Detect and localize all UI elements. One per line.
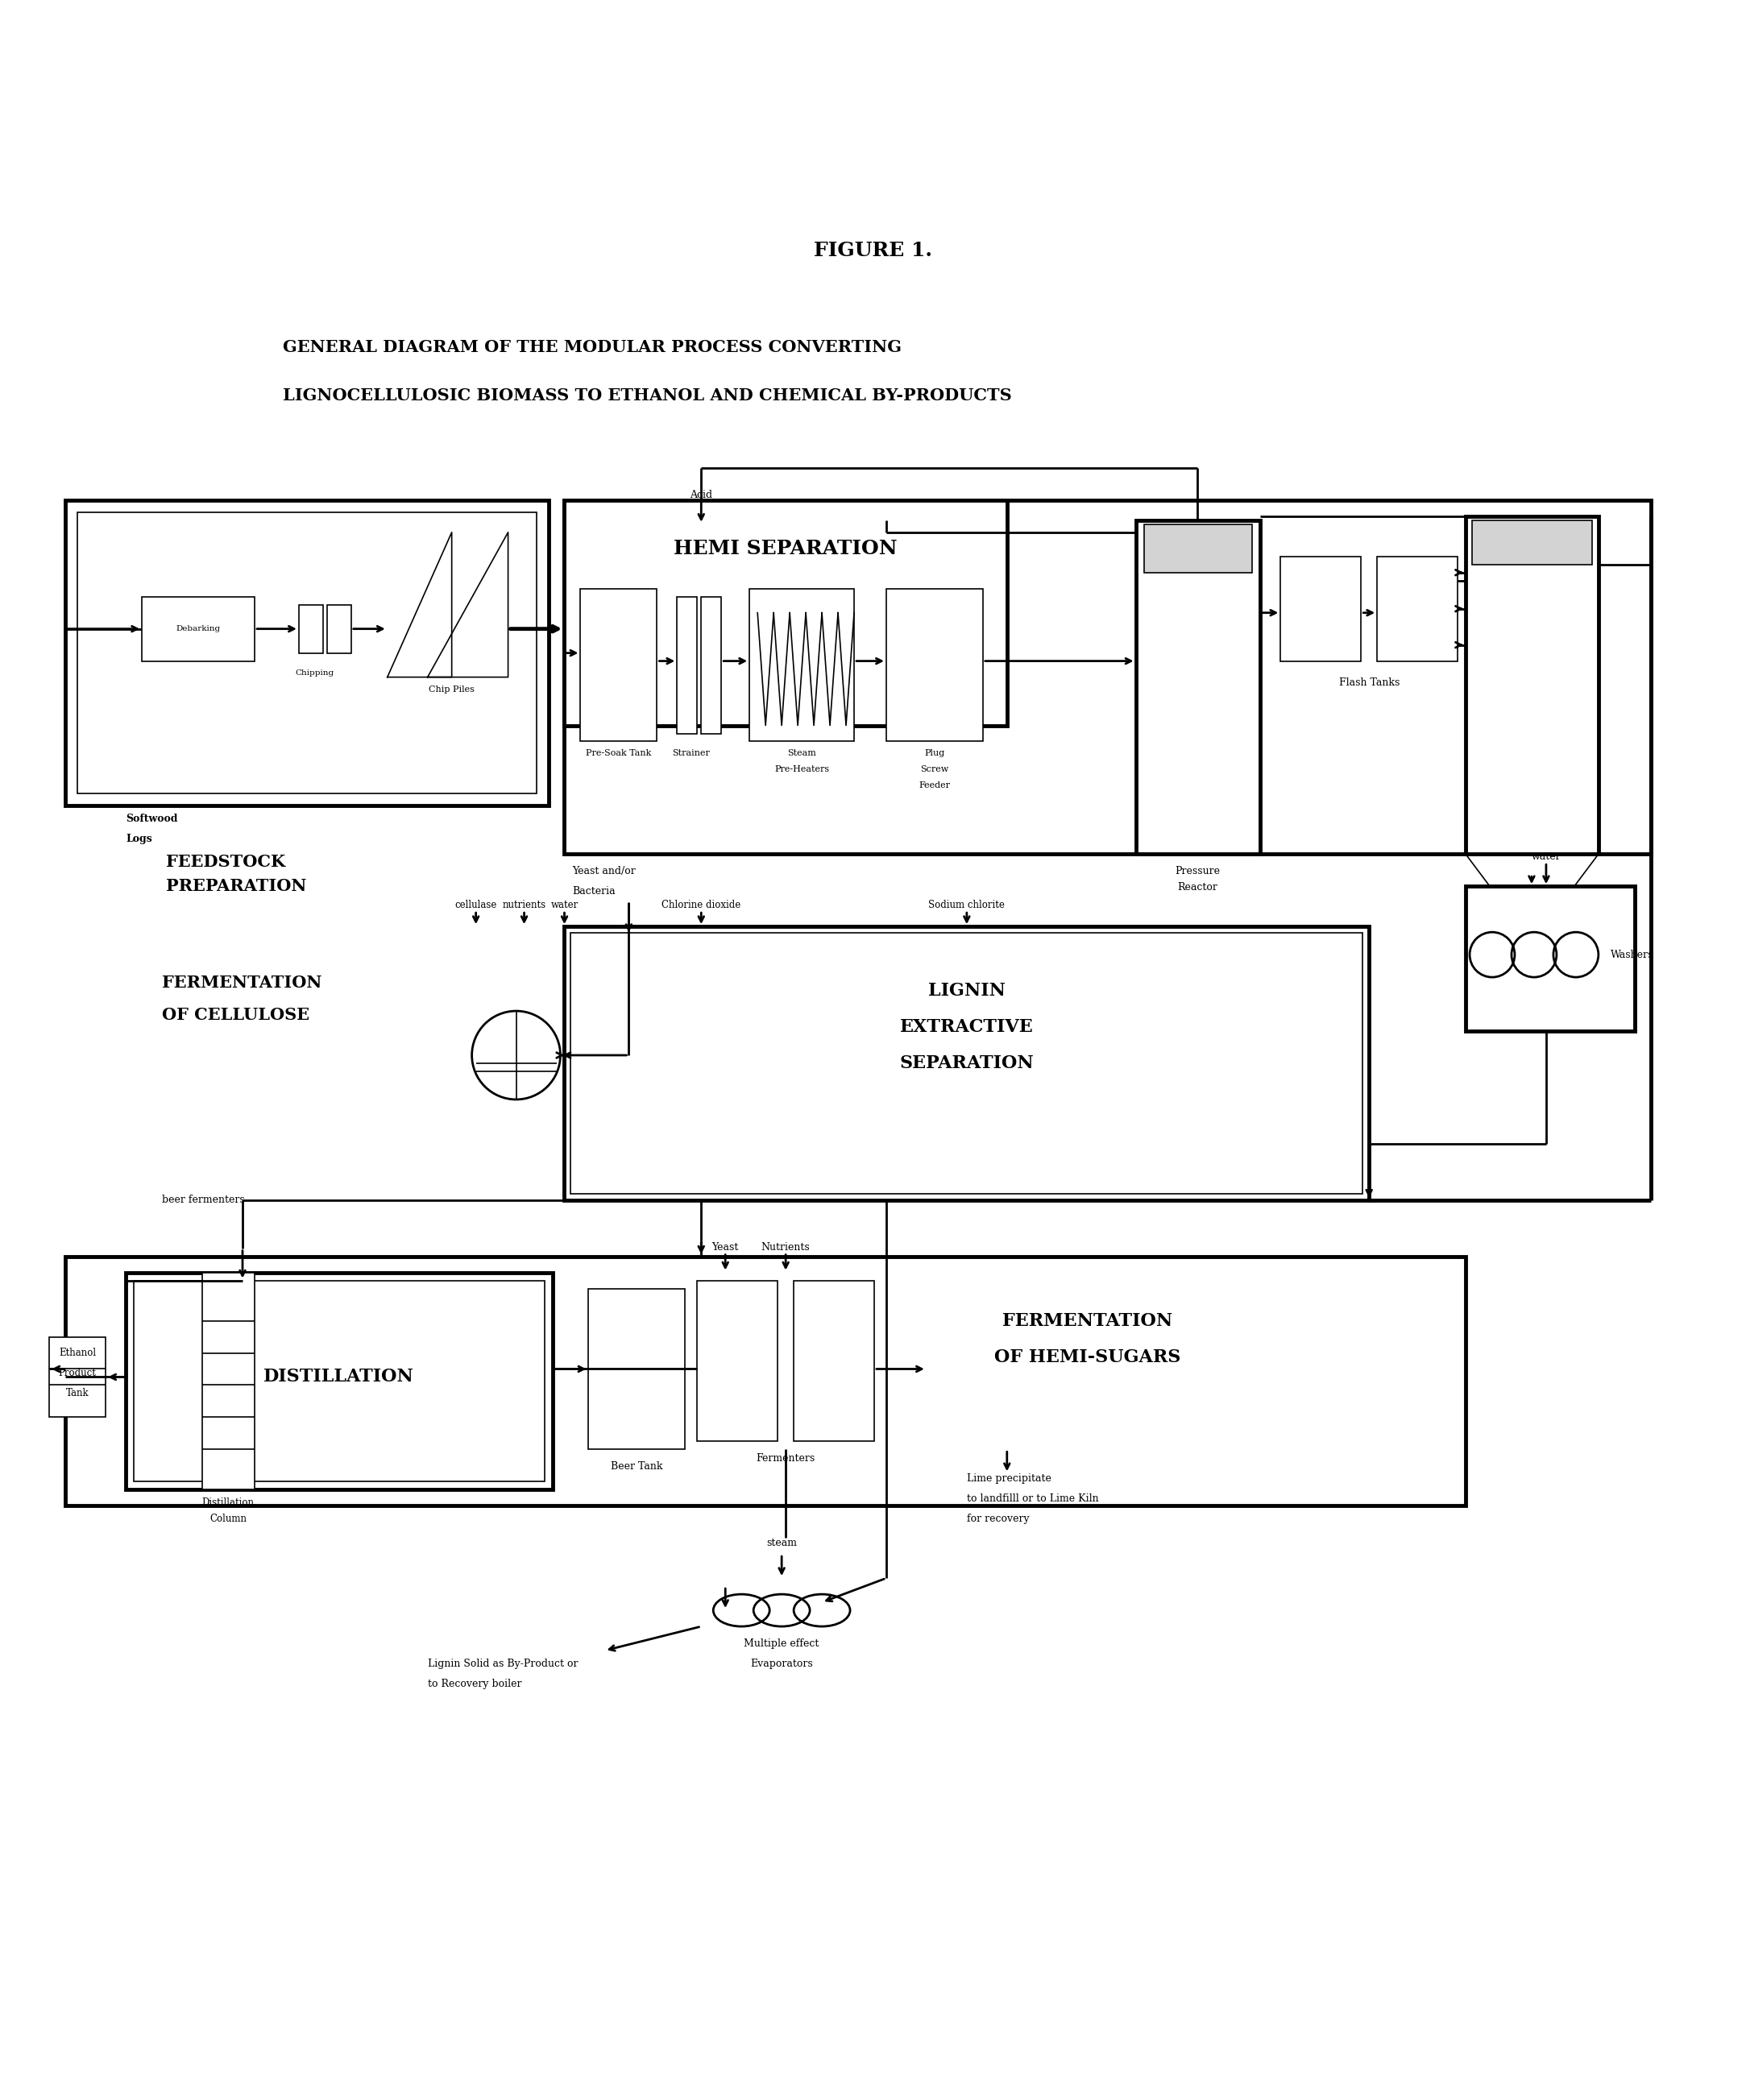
Bar xyxy=(677,596,697,733)
Bar xyxy=(887,588,983,741)
Text: Flash Tanks: Flash Tanks xyxy=(1339,676,1400,687)
Bar xyxy=(1465,517,1598,855)
Text: HEMI SEPARATION: HEMI SEPARATION xyxy=(674,540,897,559)
Bar xyxy=(203,1273,255,1489)
Bar xyxy=(126,1273,552,1489)
Bar xyxy=(1472,521,1592,565)
Text: water: water xyxy=(1531,853,1561,863)
Text: Tank: Tank xyxy=(66,1388,89,1399)
Text: Softwood: Softwood xyxy=(126,815,178,825)
Text: Logs: Logs xyxy=(126,834,152,844)
Bar xyxy=(702,596,721,733)
Text: Multiple effect: Multiple effect xyxy=(744,1638,819,1648)
Bar xyxy=(49,1338,107,1418)
Text: Column: Column xyxy=(210,1514,246,1525)
Text: water: water xyxy=(550,901,578,911)
Text: Fermenters: Fermenters xyxy=(756,1453,815,1464)
Text: Steam: Steam xyxy=(787,750,815,758)
Text: Evaporators: Evaporators xyxy=(751,1659,814,1670)
Text: Yeast and/or: Yeast and/or xyxy=(573,865,636,876)
Text: Acid: Acid xyxy=(690,489,712,500)
Text: FIGURE 1.: FIGURE 1. xyxy=(814,242,932,260)
Text: Distillation: Distillation xyxy=(203,1497,255,1508)
Text: FERMENTATION: FERMENTATION xyxy=(162,974,321,991)
Bar xyxy=(66,500,548,806)
Text: Beer Tank: Beer Tank xyxy=(611,1462,663,1472)
Text: beer fermenters: beer fermenters xyxy=(162,1195,244,1205)
Text: OF HEMI-SUGARS: OF HEMI-SUGARS xyxy=(993,1348,1180,1365)
Text: Chlorine dioxide: Chlorine dioxide xyxy=(662,901,740,911)
Polygon shape xyxy=(1465,855,1598,886)
Text: Pre-Heaters: Pre-Heaters xyxy=(773,766,829,773)
Text: for recovery: for recovery xyxy=(967,1514,1030,1525)
Text: FEEDSTOCK: FEEDSTOCK xyxy=(166,855,285,869)
Text: Reactor: Reactor xyxy=(1177,882,1217,893)
Text: Screw: Screw xyxy=(920,766,948,773)
Text: LIGNOCELLULOSIC BIOMASS TO ETHANOL AND CHEMICAL BY-PRODUCTS: LIGNOCELLULOSIC BIOMASS TO ETHANOL AND C… xyxy=(283,388,1011,403)
Text: LIGNIN: LIGNIN xyxy=(929,983,1006,1000)
Text: Feeder: Feeder xyxy=(918,781,950,790)
Text: Yeast: Yeast xyxy=(712,1241,739,1252)
Bar xyxy=(141,596,255,662)
Text: PREPARATION: PREPARATION xyxy=(166,878,307,895)
Bar xyxy=(1280,556,1362,661)
Text: Ethanol: Ethanol xyxy=(59,1348,96,1359)
Bar xyxy=(1135,521,1261,855)
Text: Bacteria: Bacteria xyxy=(573,886,616,897)
Polygon shape xyxy=(388,531,452,676)
Text: Chipping: Chipping xyxy=(295,670,333,676)
Bar xyxy=(1144,525,1252,573)
Text: cellulase: cellulase xyxy=(454,901,498,911)
Bar xyxy=(564,926,1369,1199)
Bar xyxy=(564,500,1007,724)
Bar xyxy=(66,1256,1465,1506)
Bar xyxy=(77,512,536,794)
Bar xyxy=(1465,886,1634,1031)
Polygon shape xyxy=(428,531,508,676)
Text: Plug: Plug xyxy=(924,750,945,758)
Text: Lime precipitate: Lime precipitate xyxy=(967,1474,1051,1485)
Text: Pre-Soak Tank: Pre-Soak Tank xyxy=(585,750,651,758)
Text: OF CELLULOSE: OF CELLULOSE xyxy=(162,1006,309,1023)
Bar xyxy=(697,1281,777,1441)
Text: Strainer: Strainer xyxy=(672,750,709,758)
Bar xyxy=(1378,556,1458,661)
Text: nutrients: nutrients xyxy=(503,901,546,911)
Text: steam: steam xyxy=(766,1537,796,1548)
Text: GENERAL DIAGRAM OF THE MODULAR PROCESS CONVERTING: GENERAL DIAGRAM OF THE MODULAR PROCESS C… xyxy=(283,340,901,355)
Text: FERMENTATION: FERMENTATION xyxy=(1002,1312,1173,1329)
Bar xyxy=(327,605,351,653)
Text: Product: Product xyxy=(59,1367,96,1378)
Bar xyxy=(571,932,1362,1193)
Bar xyxy=(134,1281,545,1483)
Text: Sodium chlorite: Sodium chlorite xyxy=(929,901,1006,911)
Text: Pressure: Pressure xyxy=(1175,865,1220,876)
Text: SEPARATION: SEPARATION xyxy=(899,1054,1034,1073)
Bar xyxy=(564,500,1650,855)
Text: Lignin Solid as By-Product or: Lignin Solid as By-Product or xyxy=(428,1659,578,1670)
Text: to landfilll or to Lime Kiln: to landfilll or to Lime Kiln xyxy=(967,1493,1098,1504)
Bar xyxy=(588,1289,684,1449)
Text: Nutrients: Nutrients xyxy=(761,1241,810,1252)
Bar xyxy=(749,588,854,741)
Bar xyxy=(580,588,656,741)
Text: Chip Piles: Chip Piles xyxy=(430,685,475,693)
Text: DISTILLATION: DISTILLATION xyxy=(264,1369,414,1386)
Text: EXTRACTIVE: EXTRACTIVE xyxy=(899,1018,1034,1035)
Bar xyxy=(299,605,323,653)
Text: Washers: Washers xyxy=(1610,949,1653,960)
Bar xyxy=(794,1281,875,1441)
Text: Debarking: Debarking xyxy=(176,626,220,632)
Text: to Recovery boiler: to Recovery boiler xyxy=(428,1678,522,1688)
